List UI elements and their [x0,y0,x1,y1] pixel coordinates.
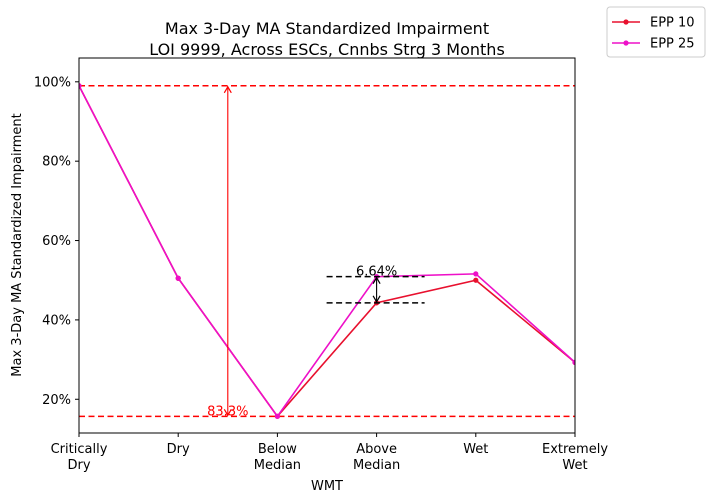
annotations: 83.3% 6.64% [207,85,425,419]
annotation-label-0: 83.3% [207,404,248,419]
series-line-1 [79,85,575,418]
y-tick-label-3: 80% [42,155,71,170]
legend-frame [606,6,706,58]
annotation-label-1: 6.64% [356,265,397,280]
x-tick-label-4: Wet [463,442,488,457]
legend-marker-0 [623,19,629,25]
annotation-arrowhead-top-1 [372,276,381,284]
series-1-point-5 [572,359,575,365]
y-tick-label-4: 100% [34,75,71,90]
legend: EPP 10 EPP 25 [606,6,706,58]
plot-area [79,83,575,419]
series-1-point-1 [175,275,181,281]
chart-title-line2: LOI 9999, Across ESCs, Cnnbs Strg 3 Mont… [149,40,505,59]
series-line-0 [79,85,575,418]
legend-label-0: EPP 10 [650,16,695,31]
chart-title-line1: Max 3-Day MA Standardized Impairment [165,19,489,38]
y-tick-label-1: 40% [42,313,71,328]
series-1-point-4 [473,271,479,277]
y-tick-label-0: 20% [42,393,71,408]
series-1-point-0 [79,83,82,89]
annotation-arrowhead-bottom-1 [372,295,381,304]
y-axis-label: Max 3-Day MA Standardized Impairment [10,113,25,376]
x-tick-label-3: Above Median [353,442,400,473]
legend-marker-1 [623,40,629,46]
x-tick-label-0: Critically Dry [51,442,108,473]
plot-frame [78,57,576,434]
y-tick-label-2: 60% [42,234,71,249]
x-tick-label-2: Below Median [254,442,301,473]
x-axis: Critically Dry Dry Below Median Above Median We… [51,433,608,473]
x-axis-label: WMT [311,479,343,494]
x-tick-label-1: Dry [167,442,190,457]
x-tick-label-5: Extremely Wet [542,442,608,473]
legend-label-1: EPP 25 [650,37,695,52]
y-axis: 20% 40% 60% 80% 100% [34,75,79,408]
series-1-point-2 [274,413,280,419]
annotation-arrowhead-top-0 [223,85,232,94]
series-0-point-4 [473,277,479,283]
annotation-arrowhead-bottom-0 [223,409,232,417]
